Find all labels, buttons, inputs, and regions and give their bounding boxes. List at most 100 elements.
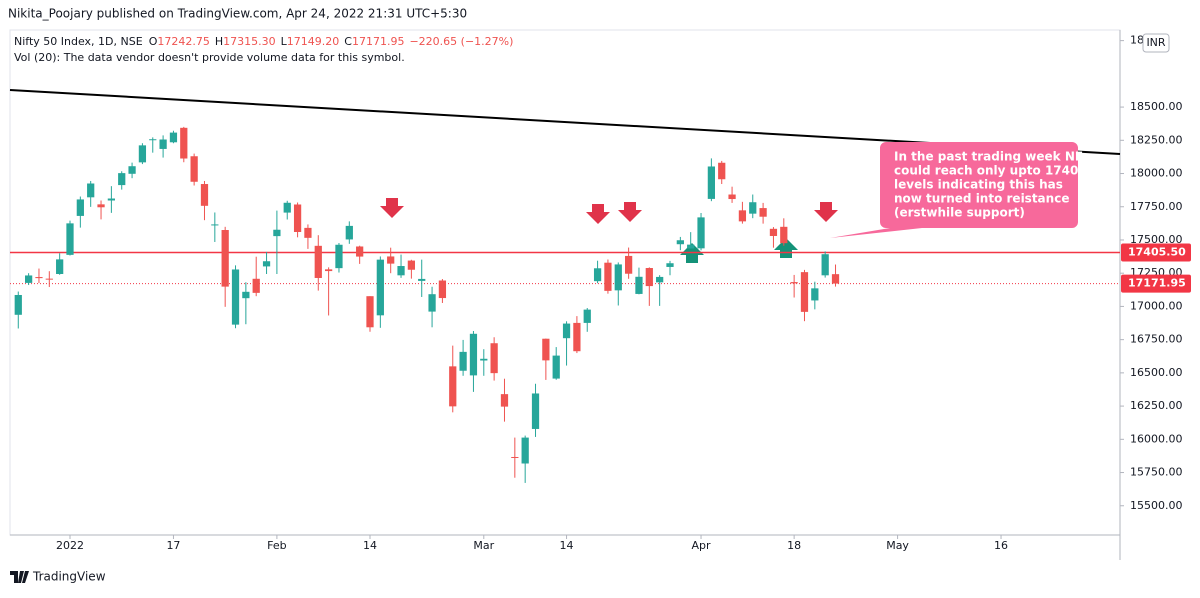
candle-body — [149, 139, 157, 141]
candle-body — [604, 262, 612, 291]
down-arrow — [380, 198, 404, 218]
down-arrow — [618, 202, 642, 222]
candle-body — [138, 145, 147, 163]
footer-brand: TradingView — [32, 570, 106, 584]
candle-body — [325, 269, 333, 272]
candle-body — [438, 280, 447, 299]
candle-body — [87, 183, 95, 198]
candle-body — [221, 230, 229, 287]
candle-body — [511, 456, 519, 458]
currency-box — [1142, 33, 1170, 53]
candle-body — [635, 276, 643, 294]
candle-body — [97, 204, 105, 208]
price-axis: 15500.00 15750.00 16000.00 16250.00 16500.00… — [1120, 34, 1183, 512]
legend-line: Nifty 50 Index, 1D, NSE O17242.75 H17315.3… — [14, 35, 513, 48]
candle-body — [314, 245, 322, 278]
legend-value: 17242.75 — [157, 35, 210, 48]
candle-body — [407, 260, 415, 270]
y-tick-label: 17750.00 — [1130, 200, 1183, 213]
candle-body — [459, 351, 467, 371]
callout-text: (erstwhile support) — [894, 206, 1025, 220]
candle-body — [107, 198, 115, 201]
legend-value: 17315.30 — [223, 35, 276, 48]
candle-body — [521, 437, 529, 464]
candle-body — [14, 294, 22, 315]
candle-body — [356, 246, 364, 257]
legend-key: L — [281, 35, 288, 48]
legend-key: H — [215, 35, 223, 48]
candle-body — [273, 229, 281, 237]
candle-body — [593, 268, 602, 282]
candle-body — [821, 254, 829, 276]
legend-value: 17149.20 — [287, 35, 340, 48]
candle-body — [190, 156, 198, 182]
candle-body — [583, 309, 591, 323]
y-tick-label: 16500.00 — [1130, 366, 1183, 379]
x-tick-label: Mar — [473, 539, 494, 552]
candle-body — [738, 210, 747, 222]
candle-body — [169, 132, 178, 143]
candle-body — [76, 199, 84, 216]
candle-body — [769, 228, 778, 236]
candle-body — [200, 184, 209, 206]
candle-body — [335, 244, 343, 269]
y-tick-label: 18000.00 — [1130, 167, 1183, 180]
candle-body — [428, 294, 436, 312]
logo — [10, 571, 29, 583]
candle-body — [469, 333, 478, 376]
x-tick-label: 14 — [560, 539, 574, 552]
candle-body — [542, 338, 550, 361]
candle-body — [645, 268, 653, 287]
callout-text: levels indicating this has — [894, 178, 1063, 192]
candle-body — [614, 264, 622, 291]
candle-body — [242, 291, 250, 299]
y-tick-label: 18250.00 — [1130, 133, 1183, 146]
candle-body — [45, 278, 53, 280]
candle-body — [180, 127, 188, 159]
candle-body — [697, 217, 705, 249]
price-badge-label: 17405.50 — [1128, 246, 1186, 259]
x-tick-label: 17 — [166, 539, 180, 552]
candle-body — [500, 394, 509, 407]
footer: TradingView — [10, 570, 106, 584]
currency-badge: INR — [1142, 33, 1170, 53]
candle-body — [728, 194, 736, 200]
candle-body — [552, 355, 560, 379]
y-tick-label: 15500.00 — [1130, 499, 1183, 512]
candle-body — [283, 202, 291, 213]
y-tick-label: 18 — [1130, 34, 1144, 47]
candle-body — [790, 282, 798, 284]
candle-body — [656, 276, 664, 283]
candle-body — [304, 227, 312, 238]
candle-body — [666, 263, 674, 267]
candle-body — [480, 358, 488, 361]
candle-body — [293, 204, 302, 232]
callout-text: In the past trading week NF — [894, 150, 1083, 164]
y-tick-label: 15750.00 — [1130, 466, 1183, 479]
price-badge-label: 17171.95 — [1128, 277, 1186, 290]
price-badge — [1121, 274, 1191, 293]
y-tick-label: 17500.00 — [1130, 233, 1183, 246]
candle-body — [800, 272, 809, 312]
candle-body — [376, 259, 384, 316]
candle-body — [118, 173, 126, 186]
legend-key: O — [149, 35, 158, 48]
legend-change: −220.65 (−1.27%) — [409, 35, 513, 48]
candle-body — [490, 343, 498, 374]
candle-body — [676, 240, 684, 245]
symbol: Nifty 50 Index, 1D, NSE — [14, 35, 143, 48]
candle-body — [531, 393, 540, 429]
candle-body — [625, 255, 633, 274]
x-tick-label: May — [886, 539, 909, 552]
legend-key: C — [344, 35, 352, 48]
candle-body — [231, 269, 240, 325]
down-arrow — [814, 202, 838, 222]
callout-text: could reach only upto 17400 — [894, 164, 1087, 178]
candle-body — [25, 275, 33, 283]
candle-body — [759, 208, 767, 217]
volume-note: Vol (20): The data vendor doesn't provid… — [14, 51, 405, 64]
x-tick-label: 16 — [994, 539, 1008, 552]
